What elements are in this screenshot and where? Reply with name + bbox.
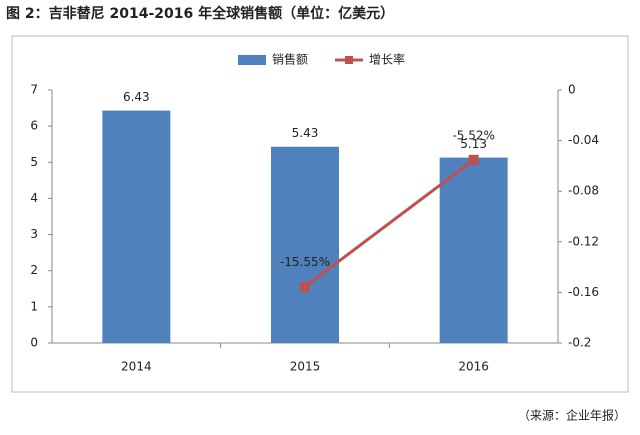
legend-swatch [238, 55, 266, 65]
y-tick-label: 4 [30, 191, 38, 205]
bar [102, 110, 171, 343]
bar [439, 157, 508, 343]
legend-label: 增长率 [369, 52, 405, 67]
bar [271, 146, 339, 343]
value-label: 6.43 [123, 90, 150, 104]
y2-tick-label: -0.12 [568, 234, 599, 248]
value-label: 5.13 [460, 137, 487, 151]
growth-line [304, 158, 475, 288]
growth-marker [300, 281, 310, 292]
y2-tick-label: -0.2 [568, 336, 591, 350]
y-tick-label: 1 [30, 299, 38, 313]
x-tick-label: 2014 [121, 360, 152, 374]
y-tick-label: 3 [30, 227, 38, 241]
source-note: （来源：企业年报） [518, 408, 626, 423]
legend-marker [345, 56, 353, 64]
y-tick-label: 5 [30, 155, 38, 169]
y-tick-label: 0 [30, 336, 38, 350]
x-tick-label: 2015 [290, 360, 321, 374]
y2-tick-label: -0.16 [568, 285, 599, 299]
y2-tick-label: 0 [568, 83, 576, 97]
y-tick-label: 7 [30, 83, 38, 97]
chart-title: 图 2：吉非替尼 2014-2016 年全球销售额（单位：亿美元） [6, 5, 394, 22]
legend-label: 销售额 [272, 52, 308, 67]
y2-tick-label: -0.04 [568, 133, 599, 147]
y2-tick-label: -0.08 [568, 184, 599, 198]
value-label: 5.43 [292, 126, 319, 140]
growth-marker [468, 154, 479, 165]
value-label: -15.55% [280, 255, 330, 269]
value-label: -5.52% [452, 128, 494, 142]
y-tick-label: 6 [30, 119, 38, 133]
y-tick-label: 2 [30, 263, 38, 277]
x-tick-label: 2016 [458, 360, 489, 374]
